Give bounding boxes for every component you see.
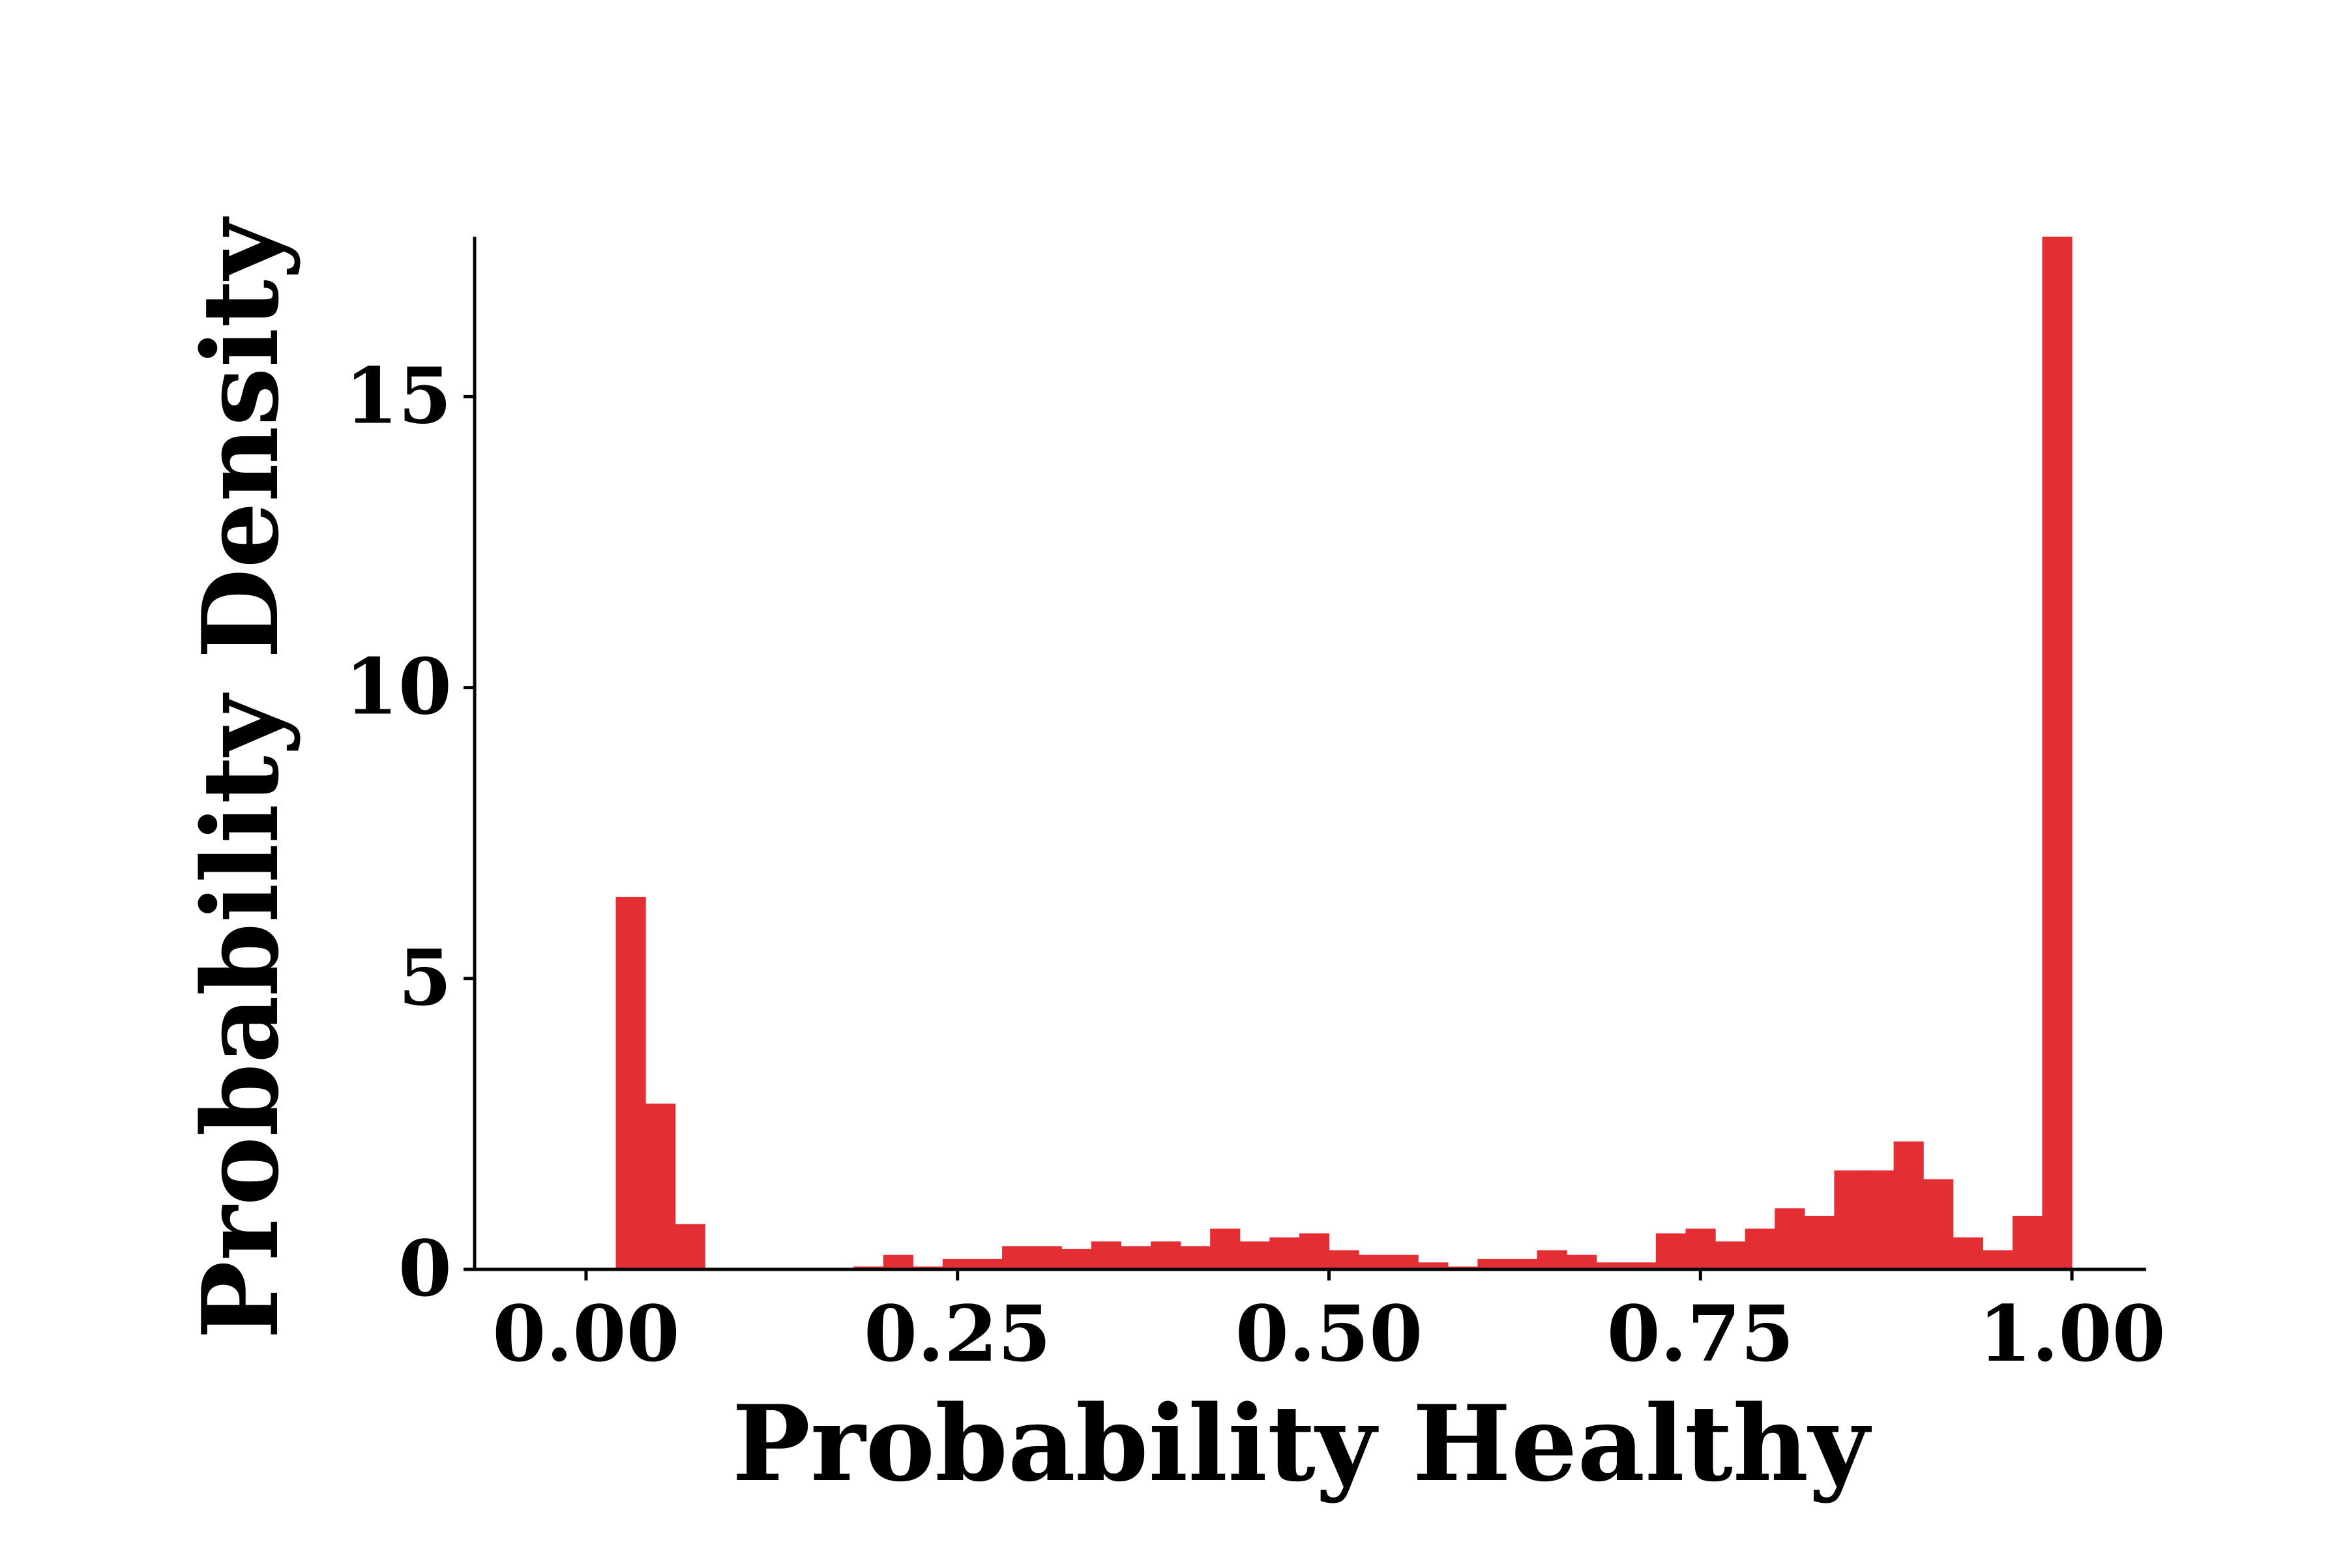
histogram-bar <box>615 896 646 1269</box>
histogram-bar <box>1863 1170 1895 1269</box>
histogram-bar <box>1329 1250 1359 1269</box>
histogram-bar <box>1418 1262 1449 1269</box>
histogram-bar <box>1151 1241 1181 1269</box>
histogram-bar <box>972 1258 1003 1269</box>
histogram-bar <box>1923 1179 1954 1269</box>
histogram-bar <box>1091 1241 1122 1269</box>
x-tick-label: 0.50 <box>1235 1288 1423 1379</box>
histogram-bar <box>1210 1228 1241 1269</box>
histogram-bar <box>1180 1246 1211 1269</box>
histogram-bar <box>1834 1170 1865 1269</box>
x-tick-label: 0.75 <box>1607 1288 1794 1379</box>
histogram-bar <box>1953 1237 1983 1269</box>
histogram-bar <box>1715 1241 1746 1269</box>
histogram-bar <box>1745 1228 1775 1269</box>
histogram-bar <box>1567 1254 1597 1269</box>
histogram-bar <box>1239 1241 1270 1269</box>
histogram-bar <box>1388 1254 1419 1269</box>
histogram-bar <box>1477 1258 1508 1269</box>
x-tick-label: 1.00 <box>1978 1288 2165 1379</box>
histogram-bar <box>1061 1249 1092 1269</box>
histogram-bar <box>1359 1254 1389 1269</box>
histogram-bar <box>1626 1262 1657 1269</box>
histogram-bar <box>2042 237 2073 1269</box>
x-axis-title: Probability Healthy <box>732 1382 1872 1505</box>
histogram-bar <box>645 1103 676 1269</box>
histogram-bar <box>1983 1250 2013 1269</box>
histogram-bar <box>1655 1233 1687 1269</box>
histogram-bar <box>1775 1208 1805 1269</box>
bars-layer <box>615 237 2073 1269</box>
y-axis-title: Probability Density <box>179 216 302 1339</box>
histogram-bar <box>1269 1237 1300 1269</box>
histogram-bar <box>1804 1215 1835 1269</box>
y-tick-label: 15 <box>345 350 452 441</box>
histogram-bar <box>1596 1262 1627 1269</box>
histogram-bar <box>675 1224 705 1269</box>
x-ticks: 0.00 0.25 0.50 0.75 1.00 <box>492 1269 2166 1379</box>
histogram-bar <box>1031 1246 1062 1269</box>
x-tick-label: 0.25 <box>864 1288 1051 1379</box>
histogram-bar <box>1002 1246 1033 1269</box>
y-tick-label: 0 <box>398 1223 452 1314</box>
y-tick-label: 5 <box>398 932 452 1023</box>
x-tick-label: 0.00 <box>492 1288 679 1379</box>
histogram-bar <box>1121 1246 1151 1269</box>
y-tick-label: 10 <box>345 642 452 732</box>
histogram-bar <box>883 1254 913 1269</box>
histogram-bar <box>1685 1228 1716 1269</box>
histogram-bar <box>1537 1250 1567 1269</box>
axes-layer <box>473 237 2146 1271</box>
histogram-bar <box>2012 1215 2043 1269</box>
y-ticks: 0 5 10 15 <box>345 350 475 1314</box>
histogram-bar <box>1299 1233 1330 1269</box>
histogram-bar <box>1507 1258 1538 1269</box>
histogram-bar <box>1893 1141 1924 1269</box>
histogram-bar <box>942 1258 973 1269</box>
